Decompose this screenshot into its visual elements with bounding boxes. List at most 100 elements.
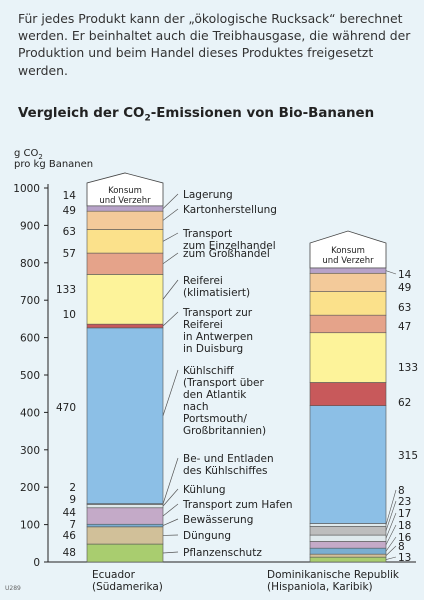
house-label-line-1: Konsum [108, 186, 142, 196]
bar-segment-ecuador-duengung [86, 526, 164, 545]
value-label-ecuador: 46 [63, 530, 77, 542]
bar-segment-ecuador-kuehlschiff [86, 327, 164, 504]
segment-label: Düngung [183, 530, 231, 542]
segment-label: Kühlschiff [183, 365, 234, 377]
bar-segment-ecuador-hafen [86, 507, 164, 525]
value-label-dominikanische-republik: 47 [398, 321, 411, 333]
value-label-ecuador: 63 [63, 226, 76, 238]
x-label-dominikanische-republik-region: (Hispaniola, Karibik) [267, 581, 373, 593]
y-tick-label: 500 [20, 370, 40, 382]
value-label-ecuador: 2 [69, 482, 76, 494]
house-label-line-1: Konsum [331, 246, 365, 256]
leader-line [162, 208, 179, 221]
segment-label: in Antwerpen [183, 331, 253, 343]
leader-line [385, 524, 397, 545]
x-label-ecuador-region: (Südamerika) [92, 581, 163, 593]
segment-label: Großbritannien) [183, 425, 266, 437]
bar-segment-dominikanische-republik-karton [309, 272, 387, 292]
segment-label: Transport zur [182, 307, 253, 319]
segment-label: zum Einzelhandel [183, 240, 276, 252]
leader-line [162, 279, 179, 300]
bar-segment-dominikanische-republik-einzelhandel [309, 291, 387, 316]
bar-segment-dominikanische-republik-duengung [309, 553, 387, 558]
leader-line [162, 551, 179, 554]
leader-line [385, 500, 397, 531]
y-tick-label: 200 [20, 482, 40, 494]
value-label-dominikanische-republik: 62 [398, 397, 411, 409]
value-label-dominikanische-republik: 8 [398, 541, 405, 553]
image-code: U289 [5, 585, 21, 592]
intro-text: Für jedes Produkt kann der „ökologische … [18, 11, 411, 78]
value-label-ecuador: 48 [63, 547, 76, 559]
segment-label: des Kühlschiffes [183, 465, 268, 477]
leader-line [385, 556, 397, 560]
y-tick-label: 300 [20, 445, 40, 457]
value-label-ecuador: 133 [56, 284, 76, 296]
leader-line [162, 232, 179, 242]
value-label-dominikanische-republik: 63 [398, 302, 411, 314]
leader-line [385, 270, 397, 275]
bar-segment-ecuador-reiferei [86, 274, 164, 325]
leader-line [162, 252, 179, 265]
segment-labels: 48 Pflanzenschutz 46 Düngung 7 Bewässerung 44 T… [56, 189, 418, 593]
x-label-dominikanische-republik: Dominikanische Republik [267, 569, 400, 581]
segment-label: Reiferei [183, 275, 223, 287]
bar-segment-dominikanische-republik-grosshandel [309, 314, 387, 334]
bar-segment-ecuador-bewaesserung [86, 523, 164, 528]
segment-label: zum Großhandel [183, 248, 270, 260]
y-tick-label: 800 [20, 258, 40, 270]
bar-segment-ecuador-grosshandel [86, 252, 164, 275]
y-axis: 0 100 200 300 400 500 600 700 800 900 1000 [13, 183, 416, 569]
value-label-ecuador: 9 [69, 494, 76, 506]
value-label-ecuador: 10 [63, 309, 76, 321]
y-axis-label-sub: 2 [38, 153, 42, 161]
leader-line [162, 369, 179, 416]
value-label-dominikanische-republik: 14 [398, 269, 412, 281]
leader-line [385, 512, 397, 539]
value-label-ecuador: 470 [56, 402, 76, 414]
bar-segment-dominikanische-republik-entladen [309, 526, 387, 536]
y-tick-label: 0 [33, 557, 40, 569]
house-label-line-2: und Verzehr [322, 256, 374, 266]
bar-segment-ecuador-karton [86, 210, 164, 230]
segment-label: Be- und Entladen [183, 453, 274, 465]
y-tick-label: 900 [20, 220, 40, 232]
leader-line [385, 545, 397, 556]
y-axis-label-unit: pro kg Bananen [14, 159, 93, 170]
chart-title-sub: 2 [144, 113, 151, 124]
bar-segment-dominikanische-republik-reiferei_transport [309, 382, 387, 406]
y-tick-label: 400 [20, 407, 40, 419]
segment-label: in Duisburg [183, 343, 243, 355]
chart-title-suffix: -Emissionen von Bio-Bananen [150, 106, 375, 121]
leader-line [162, 518, 179, 526]
segment-label: Kühlung [183, 484, 226, 496]
value-label-ecuador: 7 [69, 519, 76, 531]
value-label-dominikanische-republik: 8 [398, 485, 405, 497]
bar-segment-ecuador-pflanzenschutz [86, 543, 164, 563]
chart-title-prefix: Vergleich der CO [18, 106, 145, 121]
value-label-dominikanische-republik: 133 [398, 362, 418, 374]
leader-line [162, 488, 179, 507]
value-label-dominikanische-republik: 315 [398, 450, 418, 462]
segment-label: (Transport über [183, 377, 264, 389]
leader-line [162, 193, 179, 209]
bar-segment-ecuador-kuehlung [86, 504, 164, 509]
bar-segment-dominikanische-republik-lagerung [309, 267, 387, 274]
leader-line [385, 489, 397, 526]
segment-label: Transport zum Hafen [182, 499, 292, 511]
y-axis-label: g CO2 [14, 148, 43, 161]
leader-line [162, 503, 179, 517]
leader-line [162, 311, 179, 327]
y-tick-label: 1000 [13, 183, 40, 195]
leader-line [385, 536, 397, 552]
bar-segment-dominikanische-republik-kuehlschiff [309, 405, 387, 524]
value-label-dominikanische-republik: 16 [398, 532, 412, 544]
bar-segment-dominikanische-republik-hafen [309, 541, 387, 549]
segment-label: Lagerung [183, 189, 233, 201]
value-label-dominikanische-republik: 13 [398, 552, 411, 564]
bar-segment-ecuador-reiferei_transport [86, 323, 164, 329]
bar-segment-ecuador-lagerung [86, 205, 164, 212]
y-tick-label: 700 [20, 295, 40, 307]
